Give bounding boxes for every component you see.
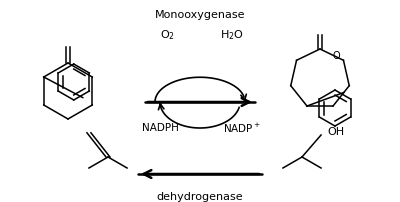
Text: NADPH: NADPH <box>142 122 178 132</box>
Text: dehydrogenase: dehydrogenase <box>157 191 243 201</box>
Text: H$_2$O: H$_2$O <box>220 28 244 42</box>
Text: NADP$^+$: NADP$^+$ <box>223 121 261 134</box>
Text: Monooxygenase: Monooxygenase <box>155 10 245 20</box>
Text: O$_2$: O$_2$ <box>160 28 176 42</box>
Text: O: O <box>333 50 340 60</box>
Text: OH: OH <box>327 126 344 136</box>
